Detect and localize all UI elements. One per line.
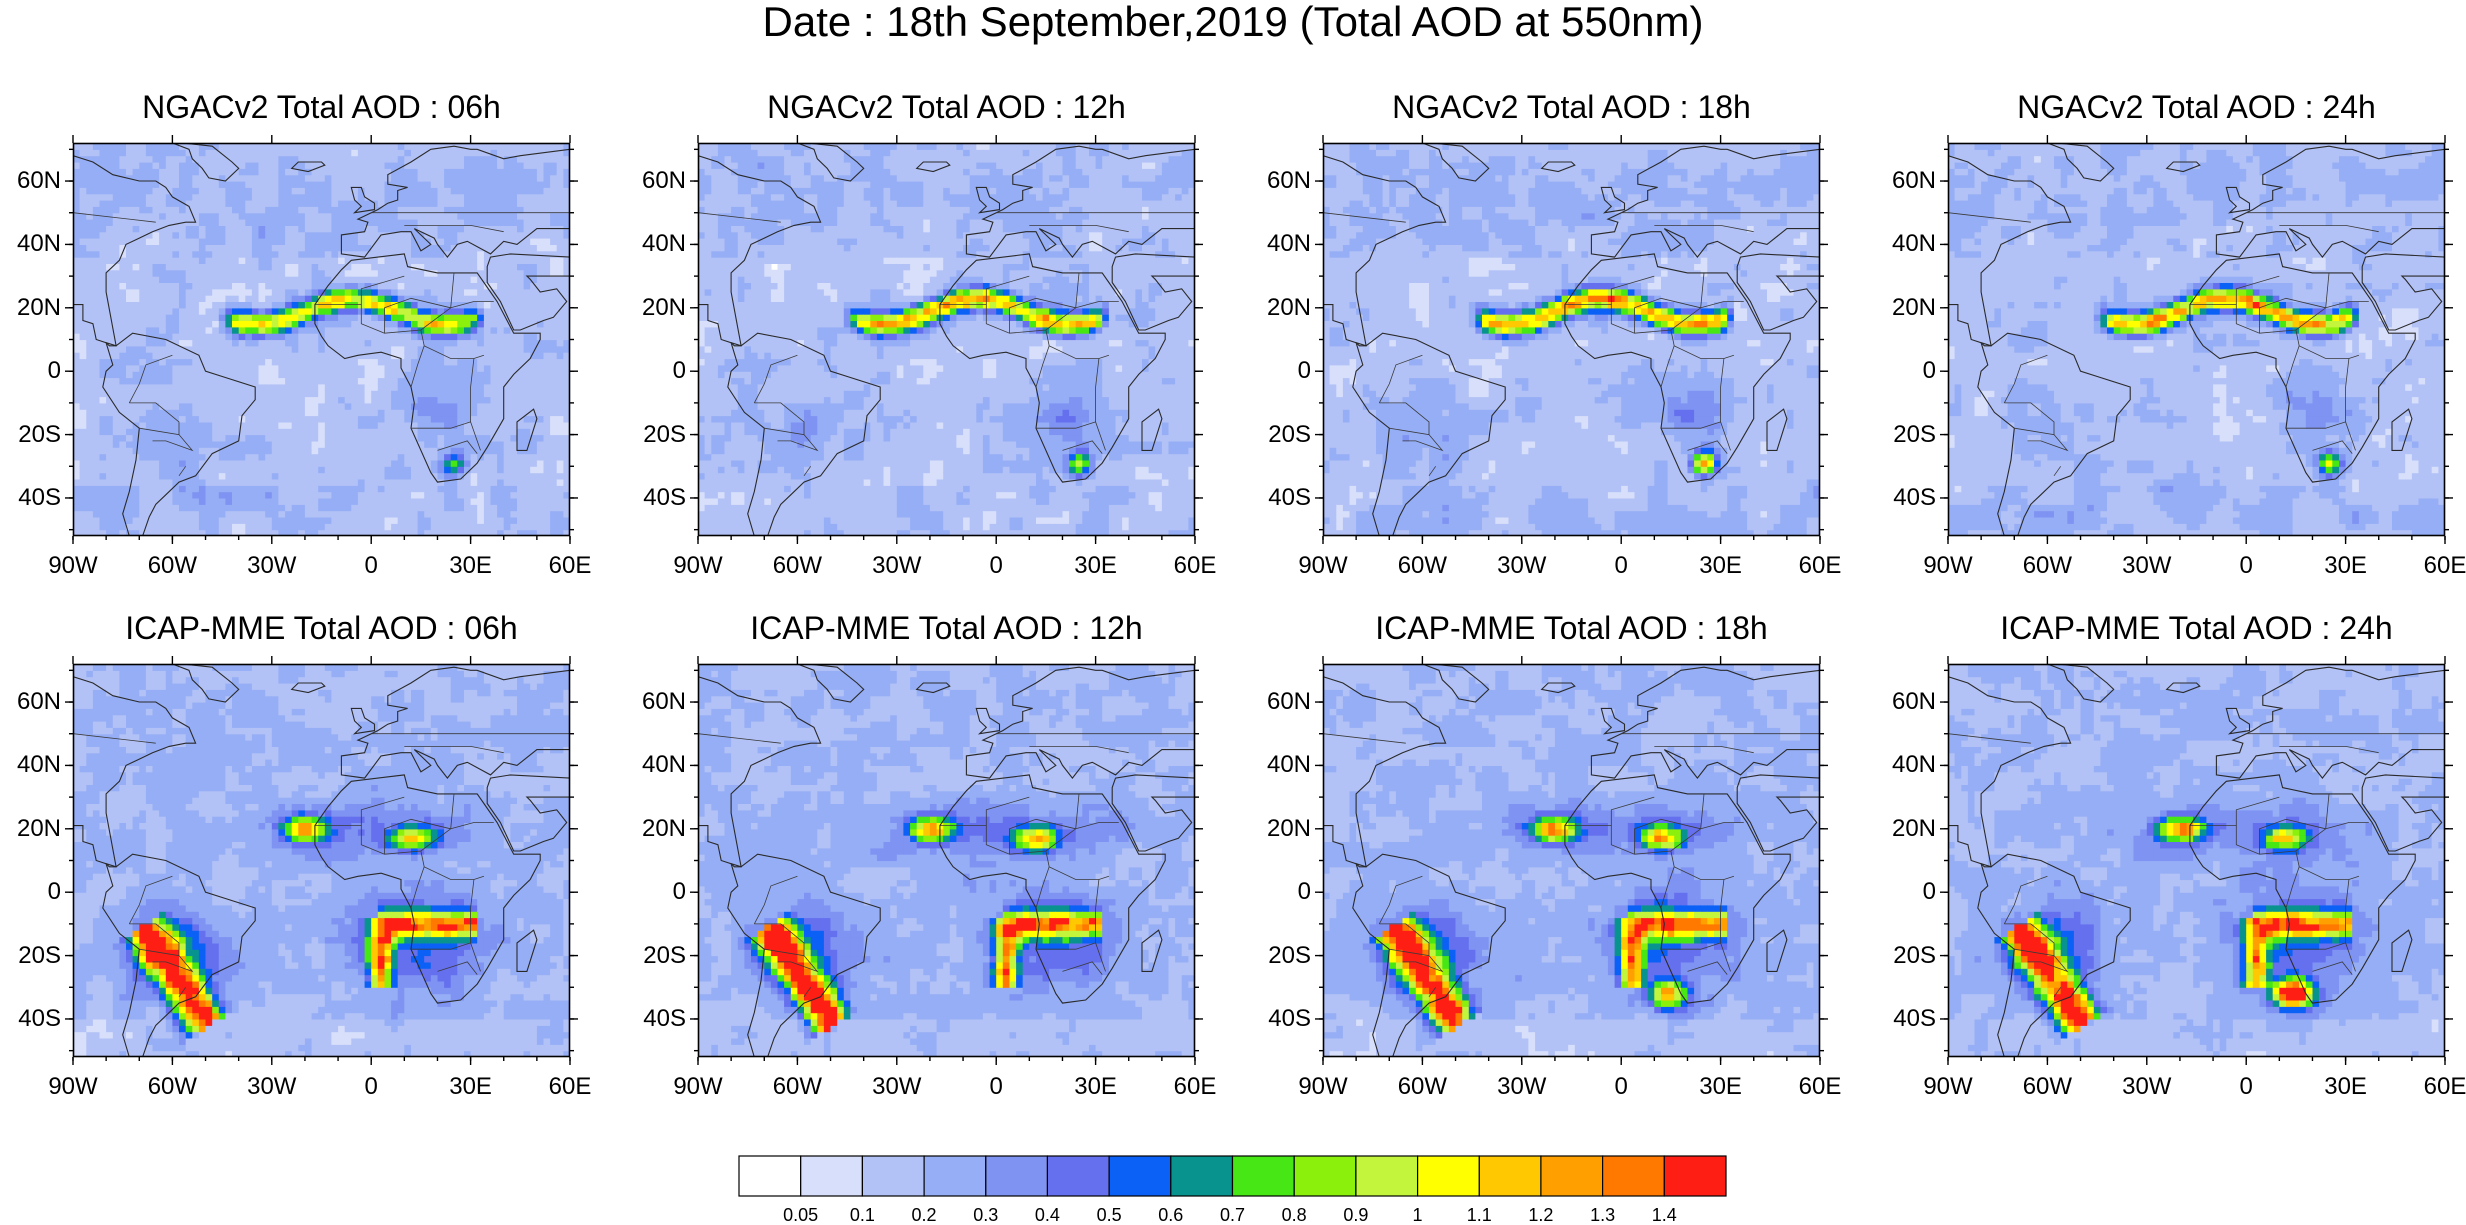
colorbar-swatch [739, 1156, 801, 1196]
colorbar-swatch [1294, 1156, 1356, 1196]
colorbar-label: 0.5 [1079, 1206, 1139, 1224]
colorbar-swatch [1541, 1156, 1603, 1196]
colorbar-swatch [1109, 1156, 1171, 1196]
colorbar-swatch [1603, 1156, 1665, 1196]
colorbar-label: 1.1 [1449, 1206, 1509, 1224]
colorbar-swatch [1047, 1156, 1109, 1196]
colorbar-label: 0.4 [1017, 1206, 1077, 1224]
colorbar-swatch [1664, 1156, 1726, 1196]
colorbar-swatch [986, 1156, 1048, 1196]
colorbar-label: 1 [1388, 1206, 1448, 1224]
colorbar-label: 0.2 [894, 1206, 954, 1224]
colorbar-label: 1.3 [1573, 1206, 1633, 1224]
colorbar-label: 0.3 [956, 1206, 1016, 1224]
colorbar-label: 0.1 [832, 1206, 892, 1224]
colorbar-label: 0.9 [1326, 1206, 1386, 1224]
colorbar-label: 0.6 [1141, 1206, 1201, 1224]
colorbar-swatch [1479, 1156, 1541, 1196]
colorbar-label: 0.05 [771, 1206, 831, 1224]
colorbar-swatch [1356, 1156, 1418, 1196]
colorbar-swatch [801, 1156, 863, 1196]
colorbar-label: 1.2 [1511, 1206, 1571, 1224]
colorbar-swatch [1418, 1156, 1480, 1196]
colorbar-swatch [862, 1156, 924, 1196]
colorbar-label: 0.7 [1203, 1206, 1263, 1224]
colorbar-swatch [1171, 1156, 1233, 1196]
colorbar-swatch [1233, 1156, 1295, 1196]
colorbar-label: 1.4 [1634, 1206, 1694, 1224]
colorbar-label: 0.8 [1264, 1206, 1324, 1224]
colorbar-swatch [924, 1156, 986, 1196]
